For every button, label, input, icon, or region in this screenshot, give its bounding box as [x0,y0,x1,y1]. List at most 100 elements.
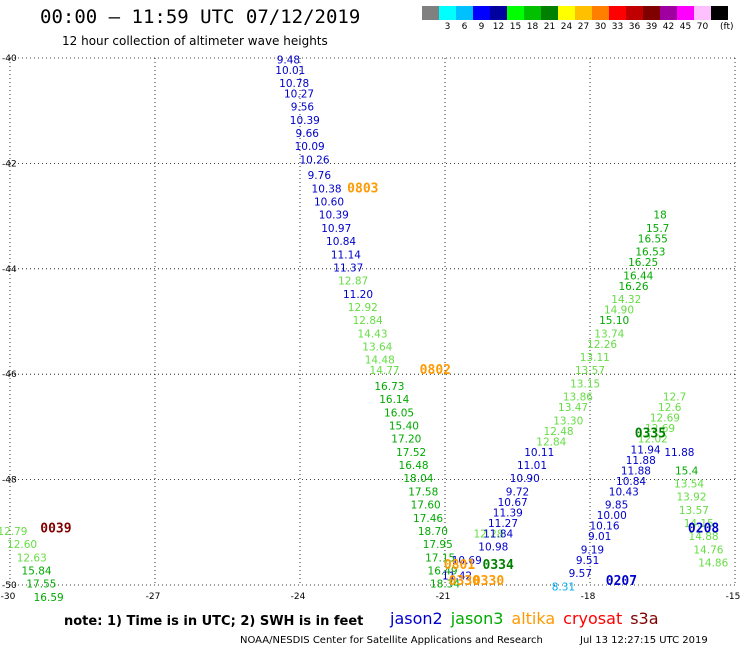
wave-height-value: 13.86 [563,392,593,404]
y-tick-label: -48 [2,476,17,486]
wave-height-value: 10.11 [524,447,554,459]
pass-time-label: 0335 [635,426,666,441]
legend-swatch [524,6,541,20]
wave-height-value: 13.64 [362,341,392,353]
legend-swatch [575,6,592,20]
wave-height-value: 13.30 [553,415,583,427]
wave-height-value: 10.90 [510,473,540,485]
legend-swatch-label: 42 [662,22,675,32]
wave-height-value: 11.94 [631,444,661,456]
x-tick-label: -15 [726,592,740,602]
satellite-name: altika [511,609,556,628]
wave-height-value: 9.72 [506,486,529,498]
wave-height-value: 14.77 [370,365,400,377]
wave-height-value: 12.28 [473,529,503,541]
wave-height-value: 18.04 [403,473,433,485]
wave-height-value: 9.51 [576,555,599,567]
pass-time-label: 0803 [347,181,378,196]
wave-height-value: 12.26 [587,339,617,351]
wave-height-value: 13.57 [575,365,605,377]
wave-height-value: 16.25 [628,257,658,269]
footer-credit: NOAA/NESDIS Center for Satellite Applica… [240,635,543,646]
legend-swatch [473,6,490,20]
wave-height-value: 18.34 [430,579,460,591]
x-tick-label: -21 [436,592,451,602]
pass-time-label: 0802 [420,363,451,378]
legend-swatch [422,6,439,20]
wave-height-value: 16.49 [428,565,458,577]
pass-time-label: 0330 [449,574,480,589]
wave-height-value: 14.43 [357,328,387,340]
wave-height-value: 12.63 [17,552,47,564]
page-title: 00:00 – 11:59 UTC 07/12/2019 [40,6,361,28]
legend-swatch [490,6,507,20]
wave-height-value: 16.53 [635,247,665,259]
satellite-legend: jason2 jason3 altika cryosat s3a [390,609,667,628]
legend-swatch [660,6,677,20]
wave-height-value: 10.84 [616,476,646,488]
wave-height-value: 9.66 [296,128,320,140]
wave-height-value: 17.15 [425,552,455,564]
pass-time-label: 0207 [606,574,637,589]
wave-height-value: 16.59 [34,592,64,604]
legend-swatch [456,6,473,20]
wave-height-value: 10.78 [279,78,309,90]
satellite-name: s3a [630,609,659,628]
wave-height-value: 9.01 [588,531,611,543]
wave-height-value: 17.55 [26,579,56,591]
legend-swatch [643,6,660,20]
wave-height-value: 16.14 [379,394,409,406]
legend-swatch-label: 33 [611,22,624,32]
legend-swatch-label: 24 [560,22,573,32]
wave-height-value: 10.26 [299,154,329,166]
wave-height-value: 17.58 [408,486,438,498]
wave-height-value: 9.85 [605,500,628,512]
color-legend: (ft) 3 6 9 12 15 18 21 24 27 30 33 36 39 42 45 70 [422,6,740,34]
legend-swatch-label: 9 [478,22,485,32]
legend-labels: (ft) 3 6 9 12 15 18 21 24 27 30 33 36 39 42 45 70 [422,20,740,34]
wave-height-value: 12.60 [7,539,37,551]
legend-swatch [677,6,694,20]
x-tick-label: -18 [581,592,596,602]
wave-height-value: 9.19 [581,544,604,556]
wave-height-value: 16.73 [374,381,404,393]
y-tick-label: -50 [2,581,17,591]
wave-height-value: 14.32 [611,294,641,306]
wave-height-value: 10.27 [284,89,314,101]
wave-height-value: 12.87 [338,276,368,288]
legend-swatch-label: 3 [444,22,451,32]
wave-height-value: 11.88 [621,465,651,477]
wave-height-value: 13.15 [570,378,600,390]
wave-height-value: 10.98 [478,542,508,554]
legend-swatch-label: 70 [696,22,709,32]
wave-height-value: 10.01 [275,65,305,77]
wave-height-value: 10.16 [589,521,619,533]
wave-height-value: 9.76 [308,170,332,182]
satellite-name: jason3 [450,609,504,628]
legend-swatch [558,6,575,20]
wave-height-value: 14.15 [684,518,714,530]
wave-height-value: 11.39 [493,507,523,519]
wave-height-value: 10.67 [498,497,528,509]
wave-height-value: 11.27 [488,518,518,530]
legend-swatch-label: 36 [628,22,641,32]
legend-swatch [626,6,643,20]
wave-height-value: 9.57 [569,568,592,580]
wave-height-value: 10.38 [312,183,342,195]
wave-height-value: 16.05 [384,407,414,419]
x-tick-label: -27 [146,592,161,602]
wave-height-value: 12.92 [348,302,378,314]
wave-height-value: 11.84 [483,529,513,541]
wave-height-value: 9.56 [291,102,315,114]
wave-height-value: 12.69 [650,413,680,425]
wave-height-value: 11.01 [517,460,547,472]
wave-height-value: 14.90 [604,305,634,317]
legend-unit: (ft) [720,22,734,32]
wave-height-value: 17.95 [423,539,453,551]
pass-time-label: 0208 [688,521,719,536]
wave-height-value: 9.48 [277,54,300,66]
wave-height-value: 11.42 [442,571,472,583]
wave-height-value: 13.47 [558,402,588,414]
y-tick-label: -46 [2,370,17,380]
y-tick-label: -42 [2,159,17,169]
